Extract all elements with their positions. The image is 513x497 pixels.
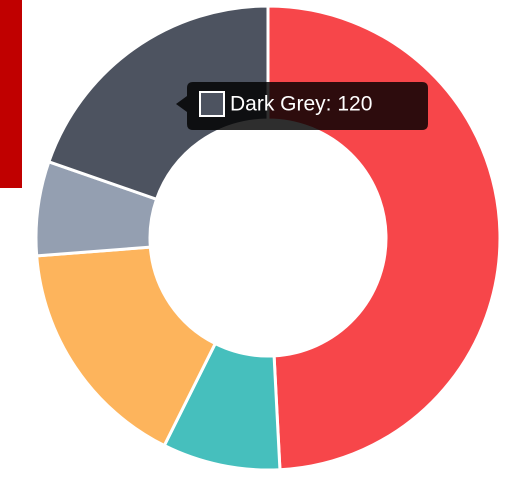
tooltip-swatch bbox=[199, 91, 225, 117]
tooltip-box bbox=[176, 82, 428, 130]
segment[interactable] bbox=[46, 4, 270, 202]
segment[interactable] bbox=[35, 245, 218, 448]
segment[interactable] bbox=[266, 4, 502, 472]
tooltip-text: Dark Grey: 120 bbox=[230, 93, 372, 116]
doughnut bbox=[34, 4, 502, 472]
tooltip: Dark Grey: 120 bbox=[176, 82, 428, 130]
side-panel bbox=[0, 0, 22, 188]
